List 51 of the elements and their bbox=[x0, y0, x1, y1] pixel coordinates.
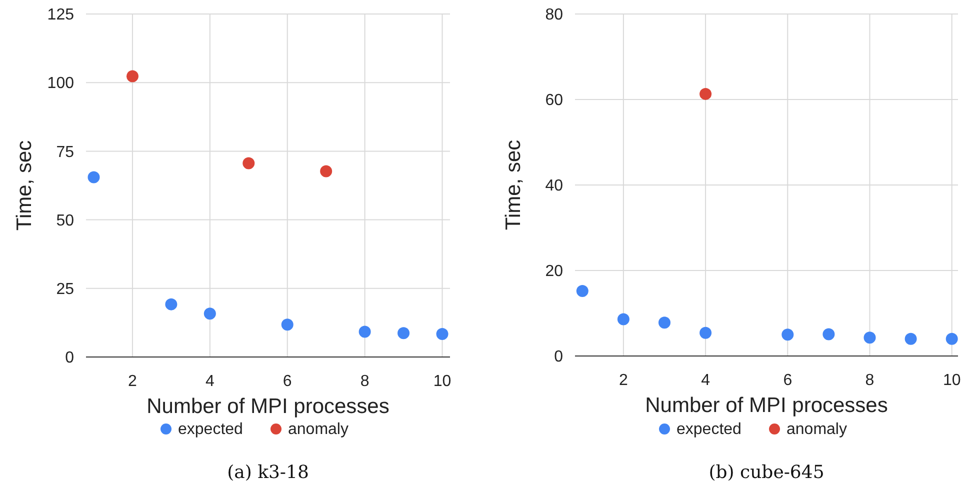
y-axis-title: Time, sec bbox=[13, 140, 36, 231]
x-tick-label: 4 bbox=[701, 372, 710, 389]
point bbox=[165, 298, 178, 310]
legend-label: expected bbox=[676, 421, 742, 438]
y-axis-title: Time, sec bbox=[502, 140, 525, 230]
point bbox=[576, 285, 588, 298]
point bbox=[242, 157, 255, 170]
y-tick-label: 50 bbox=[56, 212, 74, 230]
point bbox=[946, 332, 958, 345]
x-axis-title: Number of MPI processes bbox=[146, 395, 390, 418]
point bbox=[204, 308, 216, 320]
legend-label: expected bbox=[178, 421, 243, 438]
point bbox=[320, 165, 332, 178]
point bbox=[126, 70, 138, 82]
x-tick-label: 10 bbox=[433, 373, 452, 390]
point bbox=[436, 328, 448, 340]
text: (a) k3-18 bbox=[227, 462, 309, 483]
point bbox=[904, 332, 917, 345]
y-tick-label: 0 bbox=[65, 350, 74, 367]
y-tick-label: 25 bbox=[56, 281, 74, 298]
point bbox=[782, 328, 794, 341]
point bbox=[700, 326, 712, 339]
y-tick-label: 125 bbox=[47, 6, 74, 24]
point bbox=[864, 332, 876, 344]
x-tick-label: 2 bbox=[618, 372, 628, 389]
y-tick-label: 100 bbox=[47, 75, 74, 92]
point bbox=[281, 318, 294, 331]
point bbox=[398, 327, 410, 340]
y-tick-label: 40 bbox=[545, 178, 564, 195]
y-tick-label: 0 bbox=[554, 348, 564, 366]
text: (b) cube-645 bbox=[708, 462, 824, 483]
y-tick-label: 60 bbox=[545, 92, 564, 110]
x-tick-label: 8 bbox=[360, 373, 370, 390]
x-tick-label: 8 bbox=[865, 372, 874, 389]
x-tick-label: 10 bbox=[942, 372, 961, 389]
legend-label: anomaly bbox=[288, 421, 348, 438]
x-tick-label: 2 bbox=[128, 373, 138, 390]
point bbox=[617, 313, 630, 326]
x-tick-label: 6 bbox=[783, 372, 792, 389]
x-axis-title: Number of MPI processes bbox=[645, 394, 888, 417]
x-tick-label: 4 bbox=[205, 373, 214, 390]
point bbox=[88, 171, 100, 184]
y-tick-label: 80 bbox=[545, 6, 564, 24]
point bbox=[658, 316, 670, 329]
y-tick-label: 75 bbox=[56, 144, 74, 161]
legend-label: anomaly bbox=[786, 421, 847, 438]
point bbox=[700, 88, 712, 100]
x-tick-label: 6 bbox=[282, 373, 292, 390]
point bbox=[358, 326, 371, 338]
y-tick-label: 20 bbox=[545, 263, 564, 280]
point bbox=[822, 328, 835, 340]
